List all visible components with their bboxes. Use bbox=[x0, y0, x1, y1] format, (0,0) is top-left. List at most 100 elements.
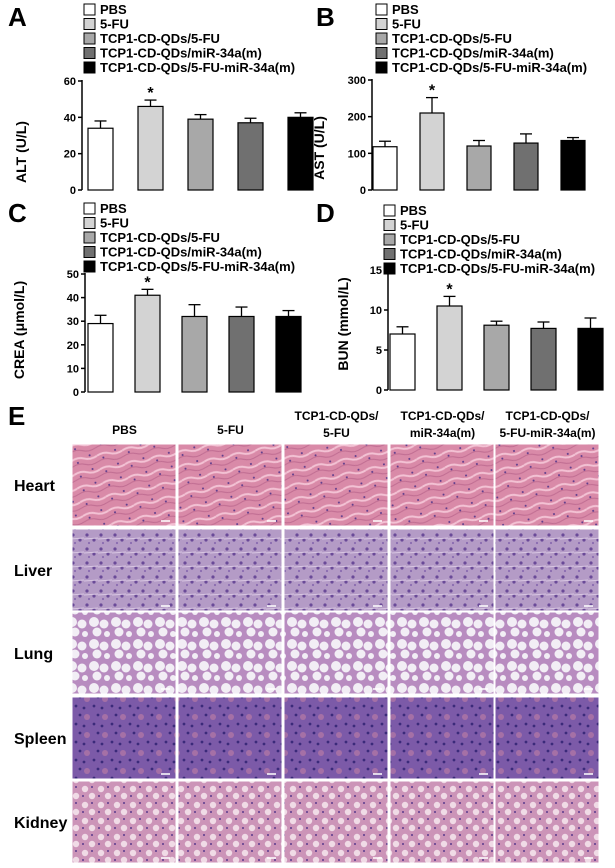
micrograph-spleen-0 bbox=[71, 696, 177, 780]
micrograph-spleen-2 bbox=[283, 696, 389, 780]
micrograph-lung-0 bbox=[71, 611, 177, 695]
bar-d-1 bbox=[436, 305, 463, 391]
significance-marker-c: * bbox=[144, 274, 151, 291]
micrograph-lung-3 bbox=[389, 611, 495, 695]
legend-b: PBS5-FUTCP1-CD-QDs/5-FUTCP1-CD-QDs/miR-3… bbox=[375, 2, 587, 75]
legend-d: PBS5-FUTCP1-CD-QDs/5-FUTCP1-CD-QDs/miR-3… bbox=[383, 203, 595, 276]
bar-a-0 bbox=[87, 127, 114, 191]
legend-swatch-c-1 bbox=[83, 217, 96, 229]
histology-row-1: Liver bbox=[14, 563, 52, 580]
legend-swatch-a-1 bbox=[83, 18, 96, 30]
legend-label-c-4: TCP1-CD-QDs/5-FU-miR-34a(m) bbox=[100, 259, 295, 274]
legend-label-a-0: PBS bbox=[100, 2, 127, 17]
y-tick-label-a-1: 20 bbox=[64, 149, 76, 161]
y-tick-label-a-0: 0 bbox=[70, 185, 76, 197]
legend-swatch-c-0 bbox=[83, 202, 96, 215]
y-axis-label-c: CREA (μmol/L) bbox=[11, 281, 27, 379]
legend-label-c-2: TCP1-CD-QDs/5-FU bbox=[100, 230, 220, 245]
micrograph-kidney-4 bbox=[494, 780, 600, 864]
micrograph-liver-0 bbox=[71, 528, 177, 612]
bars-b: * bbox=[372, 83, 586, 191]
legend-label-d-3: TCP1-CD-QDs/miR-34a(m) bbox=[400, 247, 562, 262]
y-tick-label-d-1: 5 bbox=[376, 345, 382, 357]
y-tick-label-c-0: 0 bbox=[73, 387, 79, 399]
micrograph-kidney-3 bbox=[389, 780, 495, 864]
legend-label-a-1: 5-FU bbox=[100, 17, 129, 32]
legend-label-b-4: TCP1-CD-QDs/5-FU-miR-34a(m) bbox=[392, 60, 587, 75]
panel-letter-d: D bbox=[316, 198, 335, 228]
significance-marker-d: * bbox=[446, 281, 453, 298]
bar-c-2 bbox=[181, 315, 208, 393]
axis-a: 0 20 40 60 bbox=[64, 76, 83, 197]
micrograph-spleen-4 bbox=[494, 696, 600, 780]
chart-panel-c: C PBS5-FUTCP1-CD-QDs/5-FUTCP1-CD-QDs/miR… bbox=[8, 198, 302, 399]
histology-column-4: TCP1-CD-QDs/5-FU-miR-34a(m) bbox=[499, 409, 595, 440]
legend-swatch-b-4 bbox=[375, 61, 388, 74]
bar-a-2 bbox=[187, 118, 214, 191]
legend-swatch-a-4 bbox=[83, 61, 96, 74]
micrograph-heart-3 bbox=[389, 443, 495, 527]
legend-label-a-3: TCP1-CD-QDs/miR-34a(m) bbox=[100, 46, 262, 61]
chart-panel-b: B PBS5-FUTCP1-CD-QDs/5-FUTCP1-CD-QDs/miR… bbox=[311, 2, 587, 197]
legend-swatch-d-3 bbox=[383, 248, 396, 260]
bar-c-4 bbox=[275, 315, 302, 393]
chart-panel-a: A PBS5-FUTCP1-CD-QDs/5-FUTCP1-CD-QDs/miR… bbox=[8, 2, 314, 197]
micrograph-liver-1 bbox=[177, 528, 283, 612]
y-tick-label-c-1: 10 bbox=[67, 363, 79, 375]
micrograph-kidney-2 bbox=[283, 780, 389, 864]
y-tick-label-c-3: 30 bbox=[67, 316, 79, 328]
histology-column-2: TCP1-CD-QDs/5-FU bbox=[294, 409, 379, 440]
bar-b-4 bbox=[560, 139, 586, 191]
bar-b-0 bbox=[372, 146, 398, 191]
legend-c: PBS5-FUTCP1-CD-QDs/5-FUTCP1-CD-QDs/miR-3… bbox=[83, 201, 295, 274]
bars-d: * bbox=[389, 281, 604, 391]
bar-d-2 bbox=[483, 324, 510, 391]
legend-label-c-1: 5-FU bbox=[100, 216, 129, 231]
micrograph-lung-1 bbox=[177, 611, 283, 695]
y-tick-label-b-2: 200 bbox=[348, 112, 366, 124]
legend-swatch-a-0 bbox=[83, 3, 96, 16]
y-tick-label-d-3: 15 bbox=[370, 265, 382, 277]
significance-marker-a: * bbox=[147, 85, 154, 102]
bar-d-0 bbox=[389, 333, 416, 391]
legend-label-b-0: PBS bbox=[392, 2, 419, 17]
panel-letter-e: E bbox=[8, 401, 25, 431]
legend-swatch-d-1 bbox=[383, 219, 396, 231]
y-tick-label-d-0: 0 bbox=[376, 385, 382, 397]
legend-swatch-c-2 bbox=[83, 231, 96, 244]
significance-marker-b: * bbox=[429, 83, 436, 100]
y-tick-label-a-3: 60 bbox=[64, 76, 76, 88]
legend-label-b-2: TCP1-CD-QDs/5-FU bbox=[392, 31, 512, 46]
panel-letter-c: C bbox=[8, 198, 27, 228]
bar-b-2 bbox=[466, 145, 492, 191]
y-axis-label-a: ALT (U/L) bbox=[13, 121, 29, 183]
bar-c-0 bbox=[87, 322, 114, 393]
legend-swatch-d-0 bbox=[383, 204, 396, 217]
bar-b-3 bbox=[513, 142, 539, 191]
y-tick-label-a-2: 40 bbox=[64, 112, 76, 124]
histology-panel-e: E PBS 5-FU TCP1-CD-QDs/5-FU TCP1-CD-QDs/miR… bbox=[8, 401, 600, 864]
legend-swatch-b-3 bbox=[375, 47, 388, 59]
y-axis-label-d: BUN (mmol/L) bbox=[335, 277, 351, 370]
legend-label-b-3: TCP1-CD-QDs/miR-34a(m) bbox=[392, 46, 554, 61]
bar-a-3 bbox=[237, 122, 264, 191]
y-axis-label-b: AST (U/L) bbox=[311, 116, 327, 180]
legend-label-a-2: TCP1-CD-QDs/5-FU bbox=[100, 31, 220, 46]
micrograph-kidney-1 bbox=[177, 780, 283, 864]
legend-swatch-d-4 bbox=[383, 262, 396, 275]
legend-label-d-0: PBS bbox=[400, 203, 427, 218]
histology-column-0: PBS bbox=[112, 423, 137, 437]
bar-a-4 bbox=[287, 116, 314, 191]
legend-swatch-a-2 bbox=[83, 32, 96, 45]
histology-column-1: 5-FU bbox=[217, 423, 244, 437]
legend-label-c-0: PBS bbox=[100, 201, 127, 216]
y-tick-label-b-0: 0 bbox=[360, 185, 366, 197]
histology-row-4: Kidney bbox=[14, 815, 67, 832]
legend-swatch-b-2 bbox=[375, 32, 388, 45]
legend-label-b-1: 5-FU bbox=[392, 17, 421, 32]
chart-panel-d: D PBS5-FUTCP1-CD-QDs/5-FUTCP1-CD-QDs/miR… bbox=[316, 198, 604, 397]
micrograph-liver-3 bbox=[389, 528, 495, 612]
histology-column-headers: PBS 5-FU TCP1-CD-QDs/5-FU TCP1-CD-QDs/miR-3… bbox=[112, 409, 595, 440]
histology-row-3: Spleen bbox=[14, 731, 66, 748]
